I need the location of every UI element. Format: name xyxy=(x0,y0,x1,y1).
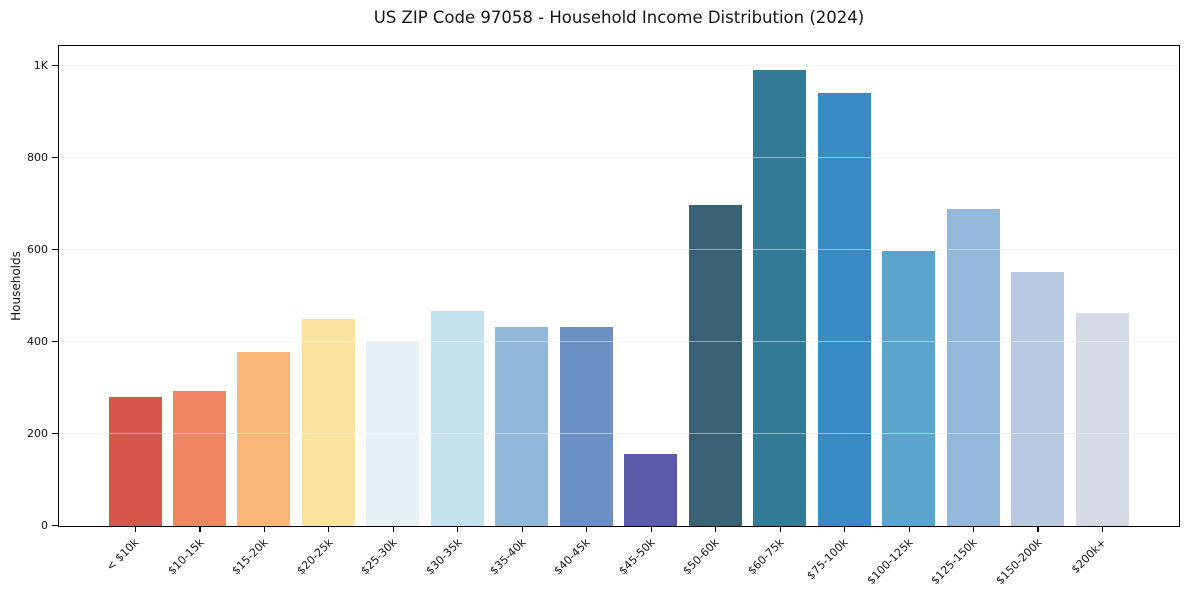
x-tick-mark xyxy=(328,527,330,532)
x-tick-label: $20-25k xyxy=(293,536,336,578)
bar-1 xyxy=(108,396,162,526)
bar-14 xyxy=(946,208,1000,526)
x-tick-mark xyxy=(263,527,266,532)
bar-5 xyxy=(366,342,420,526)
x-tick-mark xyxy=(392,527,394,532)
gridline-200 xyxy=(59,433,1179,435)
bar-6 xyxy=(430,310,484,526)
bar-15 xyxy=(1011,272,1065,526)
y-tick-mark xyxy=(52,341,58,343)
x-tick-label: $45-50k xyxy=(616,536,658,578)
x-tick-label: $100-125k xyxy=(864,536,916,588)
x-tick-label: $150-200k xyxy=(993,536,1045,588)
y-tick-mark xyxy=(52,524,58,527)
x-tick-mark xyxy=(650,527,652,532)
gridline-1K xyxy=(59,65,1179,67)
bar-8 xyxy=(559,327,613,526)
x-tick-label: $200k+ xyxy=(1068,536,1109,577)
y-tick-label: 1K xyxy=(33,58,48,72)
x-tick-mark xyxy=(908,527,910,532)
gridline-800 xyxy=(59,157,1179,159)
gridline-600 xyxy=(59,249,1179,251)
x-tick-mark xyxy=(779,527,781,532)
x-tick-label: $15-20k xyxy=(229,536,271,578)
x-tick-label: $25-30k xyxy=(358,536,400,578)
y-tick-label: 800 xyxy=(27,150,48,164)
x-tick-mark xyxy=(972,527,975,532)
x-tick-mark xyxy=(199,527,201,532)
x-tick-label: < $10k xyxy=(104,536,142,574)
x-tick-label: $10-15k xyxy=(164,536,207,578)
x-tick-mark xyxy=(844,527,846,532)
x-tick-mark xyxy=(715,527,717,532)
plot-area xyxy=(58,45,1180,527)
bar-3 xyxy=(237,351,291,526)
x-tick-mark xyxy=(1037,527,1039,532)
x-tick-mark xyxy=(134,527,137,532)
bar-2 xyxy=(172,390,226,526)
gridline-800 xyxy=(59,157,1179,159)
x-tick-mark xyxy=(586,527,588,532)
y-axis-label: Households xyxy=(9,251,23,321)
bar-13 xyxy=(882,251,936,526)
bar-12 xyxy=(817,93,871,526)
y-tick-label: 400 xyxy=(27,334,48,348)
bar-10 xyxy=(688,204,742,526)
x-tick-mark xyxy=(1101,527,1104,532)
bar-4 xyxy=(301,319,355,526)
x-tick-label: $75-100k xyxy=(804,536,851,583)
x-tick-label: $30-35k xyxy=(422,536,465,578)
y-tick-label: 200 xyxy=(27,426,48,440)
gridline-200 xyxy=(59,433,1179,435)
x-tick-mark xyxy=(457,527,459,532)
y-tick-mark xyxy=(52,432,58,435)
gridline-1K xyxy=(59,65,1179,67)
chart-title: US ZIP Code 97058 - Household Income Dis… xyxy=(373,8,865,27)
x-tick-label: $35-40k xyxy=(487,536,529,578)
bar-7 xyxy=(495,326,549,526)
bar-11 xyxy=(753,69,807,526)
y-tick-label: 0 xyxy=(41,518,48,532)
gridline-400 xyxy=(59,341,1179,343)
gridline-400 xyxy=(59,341,1179,343)
x-tick-label: $50-60k xyxy=(680,536,722,578)
y-tick-mark xyxy=(52,65,58,67)
x-tick-label: $40-45k xyxy=(551,536,593,578)
y-tick-mark xyxy=(52,249,58,251)
y-tick-mark xyxy=(52,157,58,159)
bar-16 xyxy=(1075,313,1129,526)
x-tick-mark xyxy=(521,527,523,532)
x-tick-label: $125-150k xyxy=(928,536,980,588)
gridline-600 xyxy=(59,249,1179,251)
y-tick-label: 600 xyxy=(27,242,48,256)
bar-9 xyxy=(624,454,678,526)
x-tick-label: $60-75k xyxy=(745,536,787,578)
